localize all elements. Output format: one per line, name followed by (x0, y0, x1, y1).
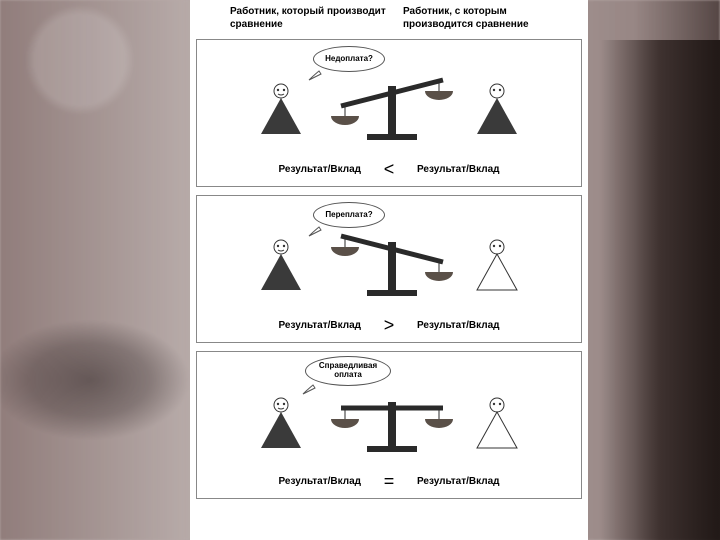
ratio-right: Результат/Вклад (417, 476, 500, 487)
balance-scale (327, 392, 457, 465)
balance-scale (327, 232, 457, 309)
panel-footer: Результат/Вклад < Результат/Вклад (197, 159, 581, 180)
person-right (475, 238, 519, 292)
ratio-left: Результат/Вклад (279, 476, 362, 487)
bubble-text: Недоплата? (325, 55, 373, 64)
panel-footer: Результат/Вклад > Результат/Вклад (197, 315, 581, 336)
ratio-right: Результат/Вклад (417, 320, 500, 331)
bubble-text: Справедливая оплата (306, 362, 390, 380)
panel-overpaid: Переплата? (196, 195, 582, 343)
person-left (259, 396, 303, 450)
bubble-tail-icon (307, 224, 325, 238)
operator-equals: = (377, 471, 401, 492)
header-right: Работник, с которым производится сравнен… (389, 6, 578, 31)
ratio-right: Результат/Вклад (417, 164, 500, 175)
balance-scale (327, 76, 457, 153)
panel-underpaid: Недоплата? (196, 39, 582, 187)
background-shadow (600, 40, 720, 540)
column-headers: Работник, который производит сравнение Р… (190, 0, 588, 35)
diagram-container: Работник, который производит сравнение Р… (190, 0, 588, 540)
person-right (475, 396, 519, 450)
person-right (475, 82, 519, 136)
panel-footer: Результат/Вклад = Результат/Вклад (197, 471, 581, 492)
person-left (259, 82, 303, 136)
header-left: Работник, который производит сравнение (200, 6, 389, 31)
person-left (259, 238, 303, 292)
bubble-tail-icon (301, 382, 319, 396)
panel-fair: Справедливая оплата (196, 351, 582, 499)
operator-greater-than: > (377, 315, 401, 336)
bubble-tail-icon (307, 68, 325, 82)
ratio-left: Результат/Вклад (279, 164, 362, 175)
bubble-text: Переплата? (325, 211, 372, 220)
ratio-left: Результат/Вклад (279, 320, 362, 331)
operator-less-than: < (377, 159, 401, 180)
